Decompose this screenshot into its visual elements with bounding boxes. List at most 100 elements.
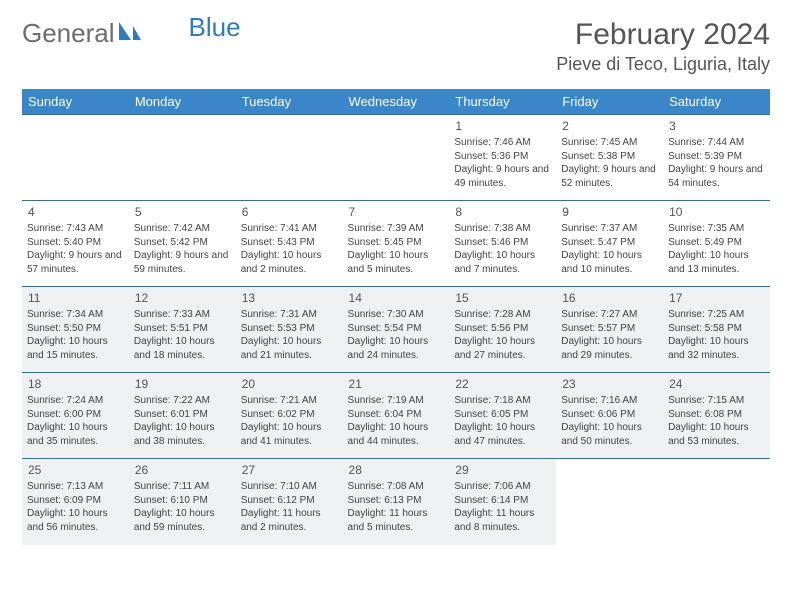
calendar-day: 16Sunrise: 7:27 AMSunset: 5:57 PMDayligh…	[556, 287, 663, 373]
sunset-line: Sunset: 6:08 PM	[668, 408, 765, 422]
header: General Blue February 2024 Pieve di Teco…	[22, 18, 770, 75]
calendar-day: 14Sunrise: 7:30 AMSunset: 5:54 PMDayligh…	[343, 287, 450, 373]
sunrise-line: Sunrise: 7:24 AM	[27, 394, 124, 408]
day-number: 7	[348, 204, 445, 220]
calendar-day: 4Sunrise: 7:43 AMSunset: 5:40 PMDaylight…	[22, 201, 129, 287]
sunset-line: Sunset: 5:45 PM	[348, 236, 445, 250]
day-header: Tuesday	[236, 89, 343, 115]
title-block: February 2024 Pieve di Teco, Liguria, It…	[556, 18, 770, 75]
sunset-line: Sunset: 5:51 PM	[134, 322, 231, 336]
daylight-line: Daylight: 9 hours and 59 minutes.	[134, 249, 231, 276]
day-number: 16	[561, 290, 658, 306]
day-header: Monday	[129, 89, 236, 115]
sunrise-line: Sunrise: 7:08 AM	[348, 480, 445, 494]
sunset-line: Sunset: 6:10 PM	[134, 494, 231, 508]
sunset-line: Sunset: 6:12 PM	[241, 494, 338, 508]
daylight-line: Daylight: 10 hours and 15 minutes.	[27, 335, 124, 362]
sunset-line: Sunset: 5:57 PM	[561, 322, 658, 336]
daylight-line: Daylight: 10 hours and 24 minutes.	[348, 335, 445, 362]
calendar-day: 17Sunrise: 7:25 AMSunset: 5:58 PMDayligh…	[663, 287, 770, 373]
brand-sail-icon	[117, 18, 143, 49]
calendar-day: 12Sunrise: 7:33 AMSunset: 5:51 PMDayligh…	[129, 287, 236, 373]
calendar-day-empty	[129, 115, 236, 201]
sunrise-line: Sunrise: 7:19 AM	[348, 394, 445, 408]
day-number: 3	[668, 118, 765, 134]
sunrise-line: Sunrise: 7:31 AM	[241, 308, 338, 322]
calendar-header-row: SundayMondayTuesdayWednesdayThursdayFrid…	[22, 89, 770, 115]
daylight-line: Daylight: 9 hours and 54 minutes.	[668, 163, 765, 190]
day-number: 27	[241, 462, 338, 478]
daylight-line: Daylight: 11 hours and 8 minutes.	[454, 507, 551, 534]
calendar-day: 19Sunrise: 7:22 AMSunset: 6:01 PMDayligh…	[129, 373, 236, 459]
calendar-day: 10Sunrise: 7:35 AMSunset: 5:49 PMDayligh…	[663, 201, 770, 287]
sunrise-line: Sunrise: 7:22 AM	[134, 394, 231, 408]
calendar-day: 26Sunrise: 7:11 AMSunset: 6:10 PMDayligh…	[129, 459, 236, 545]
sunset-line: Sunset: 6:13 PM	[348, 494, 445, 508]
daylight-line: Daylight: 10 hours and 38 minutes.	[134, 421, 231, 448]
day-header: Saturday	[663, 89, 770, 115]
daylight-line: Daylight: 10 hours and 35 minutes.	[27, 421, 124, 448]
calendar-week: 4Sunrise: 7:43 AMSunset: 5:40 PMDaylight…	[22, 201, 770, 287]
sunrise-line: Sunrise: 7:06 AM	[454, 480, 551, 494]
day-number: 28	[348, 462, 445, 478]
day-number: 25	[27, 462, 124, 478]
daylight-line: Daylight: 10 hours and 5 minutes.	[348, 249, 445, 276]
calendar-week: 18Sunrise: 7:24 AMSunset: 6:00 PMDayligh…	[22, 373, 770, 459]
sunset-line: Sunset: 5:47 PM	[561, 236, 658, 250]
sunrise-line: Sunrise: 7:10 AM	[241, 480, 338, 494]
calendar-day: 6Sunrise: 7:41 AMSunset: 5:43 PMDaylight…	[236, 201, 343, 287]
calendar-day: 13Sunrise: 7:31 AMSunset: 5:53 PMDayligh…	[236, 287, 343, 373]
calendar-body: 1Sunrise: 7:46 AMSunset: 5:36 PMDaylight…	[22, 115, 770, 545]
calendar-day: 27Sunrise: 7:10 AMSunset: 6:12 PMDayligh…	[236, 459, 343, 545]
day-header: Wednesday	[343, 89, 450, 115]
sunrise-line: Sunrise: 7:37 AM	[561, 222, 658, 236]
calendar-day: 21Sunrise: 7:19 AMSunset: 6:04 PMDayligh…	[343, 373, 450, 459]
brand-logo: General Blue	[22, 18, 241, 49]
daylight-line: Daylight: 10 hours and 21 minutes.	[241, 335, 338, 362]
brand-part1: General	[22, 18, 115, 49]
day-number: 17	[668, 290, 765, 306]
sunrise-line: Sunrise: 7:34 AM	[27, 308, 124, 322]
sunrise-line: Sunrise: 7:38 AM	[454, 222, 551, 236]
daylight-line: Daylight: 10 hours and 50 minutes.	[561, 421, 658, 448]
day-number: 24	[668, 376, 765, 392]
day-number: 13	[241, 290, 338, 306]
month-title: February 2024	[556, 18, 770, 52]
calendar-day: 8Sunrise: 7:38 AMSunset: 5:46 PMDaylight…	[449, 201, 556, 287]
day-number: 18	[27, 376, 124, 392]
calendar-day-empty	[343, 115, 450, 201]
sunrise-line: Sunrise: 7:45 AM	[561, 136, 658, 150]
day-number: 9	[561, 204, 658, 220]
calendar-day: 7Sunrise: 7:39 AMSunset: 5:45 PMDaylight…	[343, 201, 450, 287]
daylight-line: Daylight: 10 hours and 53 minutes.	[668, 421, 765, 448]
calendar-day: 5Sunrise: 7:42 AMSunset: 5:42 PMDaylight…	[129, 201, 236, 287]
sunset-line: Sunset: 5:40 PM	[27, 236, 124, 250]
sunrise-line: Sunrise: 7:21 AM	[241, 394, 338, 408]
calendar-day-empty	[556, 459, 663, 545]
day-number: 1	[454, 118, 551, 134]
sunset-line: Sunset: 6:04 PM	[348, 408, 445, 422]
daylight-line: Daylight: 10 hours and 44 minutes.	[348, 421, 445, 448]
sunset-line: Sunset: 5:58 PM	[668, 322, 765, 336]
calendar-day: 18Sunrise: 7:24 AMSunset: 6:00 PMDayligh…	[22, 373, 129, 459]
sunrise-line: Sunrise: 7:11 AM	[134, 480, 231, 494]
sunset-line: Sunset: 5:39 PM	[668, 150, 765, 164]
calendar-day: 24Sunrise: 7:15 AMSunset: 6:08 PMDayligh…	[663, 373, 770, 459]
daylight-line: Daylight: 10 hours and 18 minutes.	[134, 335, 231, 362]
day-number: 14	[348, 290, 445, 306]
calendar-day-empty	[22, 115, 129, 201]
sunset-line: Sunset: 5:56 PM	[454, 322, 551, 336]
calendar-day: 11Sunrise: 7:34 AMSunset: 5:50 PMDayligh…	[22, 287, 129, 373]
calendar-day: 2Sunrise: 7:45 AMSunset: 5:38 PMDaylight…	[556, 115, 663, 201]
sunset-line: Sunset: 5:38 PM	[561, 150, 658, 164]
sunrise-line: Sunrise: 7:43 AM	[27, 222, 124, 236]
brand-part2: Blue	[189, 12, 241, 43]
day-number: 11	[27, 290, 124, 306]
sunset-line: Sunset: 5:42 PM	[134, 236, 231, 250]
sunset-line: Sunset: 5:49 PM	[668, 236, 765, 250]
calendar-day-empty	[663, 459, 770, 545]
sunset-line: Sunset: 6:02 PM	[241, 408, 338, 422]
daylight-line: Daylight: 10 hours and 2 minutes.	[241, 249, 338, 276]
sunrise-line: Sunrise: 7:18 AM	[454, 394, 551, 408]
calendar-day: 29Sunrise: 7:06 AMSunset: 6:14 PMDayligh…	[449, 459, 556, 545]
